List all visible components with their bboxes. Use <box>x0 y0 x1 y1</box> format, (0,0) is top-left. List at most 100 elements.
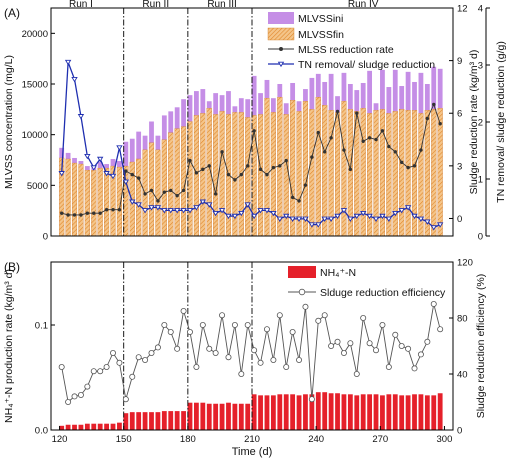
bar-nh4 <box>392 394 398 430</box>
bar-nh4 <box>412 394 417 430</box>
bar-mlvss-fin <box>123 165 129 237</box>
bar-nh4 <box>347 394 353 430</box>
mlss-reduction-rate-point <box>246 164 250 168</box>
efficiency-point <box>257 359 264 366</box>
panel-a-bars <box>59 66 443 237</box>
bar-mlvss-fin <box>213 114 219 237</box>
efficiency-point <box>392 331 399 338</box>
tick-label: 12 <box>457 4 468 15</box>
mlss-reduction-rate-point <box>316 130 320 135</box>
panel-a-label: (A) <box>4 6 20 20</box>
bar-nh4 <box>168 411 174 430</box>
mlss-reduction-rate-point <box>111 207 115 212</box>
mlss-reduction-rate-point <box>284 158 288 163</box>
bar-nh4 <box>380 395 385 430</box>
efficiency-point <box>276 312 283 319</box>
efficiency-point <box>199 321 206 328</box>
mlss-reduction-rate-point <box>406 165 410 170</box>
efficiency-point <box>424 338 431 345</box>
tick-label: 120 <box>457 258 473 269</box>
legend-label-fin: MLVSSfin <box>298 29 344 41</box>
efficiency-point <box>360 314 367 321</box>
efficiency-point <box>103 363 110 370</box>
bar-mlvss-fin <box>187 121 193 237</box>
bar-nh4 <box>290 394 296 430</box>
tn-removal-point <box>283 213 290 220</box>
panel-a-right-axis-1: 0 3 6 9 12 <box>449 4 468 225</box>
efficiency-point <box>219 312 226 319</box>
efficiency-point <box>263 326 270 333</box>
panel-a-ylabel-right-2: TN removal/ sludge reduction (g/g) <box>495 41 507 203</box>
tick-label: 0 <box>457 426 462 437</box>
efficiency-point <box>379 321 386 328</box>
panel-b-ylabel-left: NH₄⁺-N production rate (kg/m³ d) <box>3 269 15 423</box>
efficiency-point <box>174 345 181 352</box>
bar-mlvss-fin <box>309 109 315 237</box>
bar-nh4 <box>161 411 167 430</box>
legend-label-efficiency: Slduge reduction efficiency <box>320 287 446 299</box>
tn-removal-point <box>212 210 219 217</box>
efficiency-point <box>129 373 136 380</box>
mlss-reduction-rate-point <box>143 192 147 196</box>
mlss-reduction-rate-point <box>207 164 211 168</box>
bar-nh4 <box>78 424 84 430</box>
mlss-reduction-rate-point <box>156 199 160 203</box>
bar-nh4 <box>181 411 186 430</box>
bar-nh4 <box>200 402 206 430</box>
tn-removal-point <box>424 219 431 225</box>
tn-removal-point <box>353 213 360 220</box>
bar-mlvss-fin <box>200 113 206 237</box>
bar-mlvss-fin <box>315 97 321 237</box>
bar-nh4 <box>251 394 257 430</box>
bar-mlvss-fin <box>174 128 180 237</box>
tick-label: 180 <box>180 434 196 445</box>
mlss-reduction-rate-point <box>226 172 231 177</box>
tn-removal-point <box>308 222 316 228</box>
efficiency-point <box>417 351 424 358</box>
mlss-reduction-rate-point <box>130 172 134 177</box>
legend-label-tn: TN removal/ sludge reduction <box>298 59 435 71</box>
bar-mlvss-fin <box>322 105 328 237</box>
tick-label: 300 <box>437 434 453 445</box>
bar-nh4 <box>219 403 225 430</box>
bar-nh4 <box>136 412 142 430</box>
panel-b-left-axis: 0.0 0.1 <box>35 321 55 437</box>
mlss-reduction-rate-point <box>265 172 269 177</box>
tn-removal-point <box>411 213 418 220</box>
bar-nh4 <box>187 402 193 430</box>
tn-removal-point <box>392 210 399 217</box>
mlss-reduction-rate-point <box>98 211 102 215</box>
bar-mlvss-fin <box>219 111 225 237</box>
tn-removal-point <box>385 216 393 222</box>
efficiency-line <box>61 303 441 403</box>
tick-label: 270 <box>372 434 388 445</box>
efficiency-point <box>398 342 405 349</box>
tn-removal-point <box>417 216 425 222</box>
mlss-reduction-rate-point <box>117 207 122 212</box>
tn-removal-point <box>167 208 174 214</box>
tn-removal-point <box>372 216 380 222</box>
bar-nh4 <box>129 412 135 430</box>
bar-mlvss-fin <box>155 149 161 237</box>
tn-removal-point <box>244 202 251 208</box>
tn-removal-point <box>334 213 341 220</box>
tn-removal-point <box>250 213 258 220</box>
panel-b: (B) 0.0 0.1 0 40 80 120 120 150 180 210 240 270 30… <box>3 258 487 458</box>
tn-removal-point <box>257 208 264 214</box>
tick-label: 120 <box>52 434 68 445</box>
mlss-reduction-rate-point <box>290 195 295 200</box>
efficiency-point <box>90 368 97 375</box>
legend-swatch-fin <box>267 27 295 41</box>
mlss-reduction-rate-point <box>194 171 199 175</box>
efficiency-point <box>180 307 187 314</box>
legend-swatch-nh4 <box>288 266 316 278</box>
tick-label: 10000 <box>22 130 48 141</box>
bar-mlvss-fin <box>302 101 309 237</box>
bar-mlvss-fin <box>136 158 142 237</box>
efficiency-point <box>430 300 437 307</box>
bar-nh4 <box>226 402 231 430</box>
efficiency-point <box>135 354 142 361</box>
efficiency-point <box>231 321 238 328</box>
efficiency-point <box>142 356 149 363</box>
efficiency-point <box>405 345 412 352</box>
